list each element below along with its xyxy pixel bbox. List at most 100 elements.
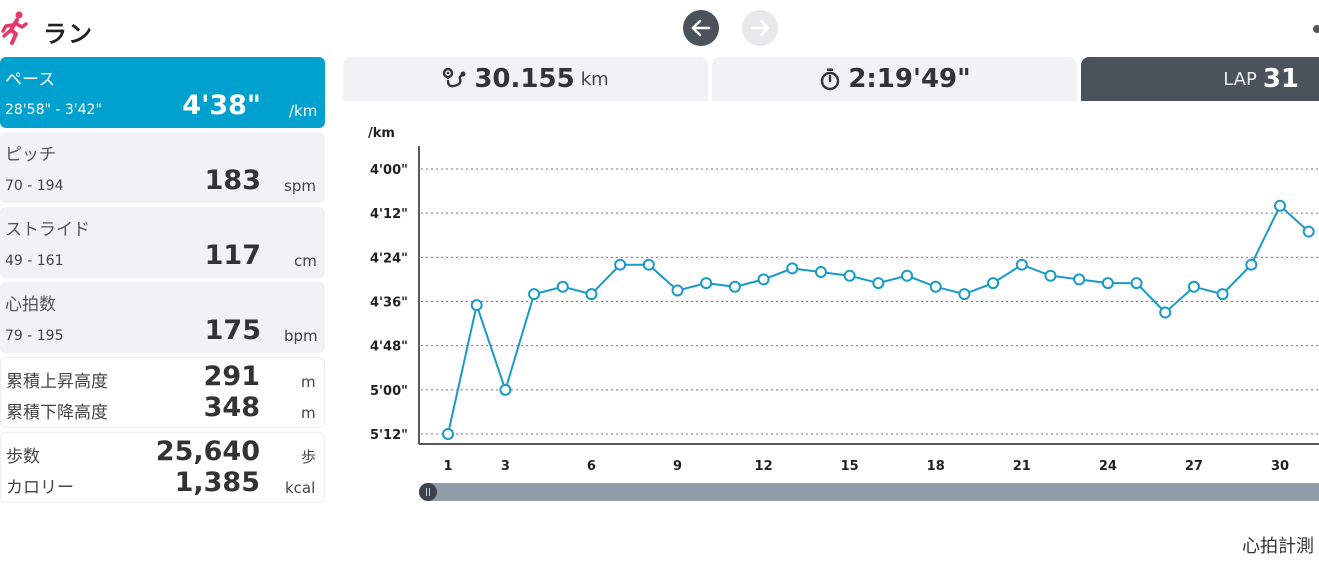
tab-lap[interactable]: LAP 31 bbox=[1081, 57, 1319, 101]
metric-label: 心拍数 bbox=[5, 295, 56, 315]
x-tick-label: 24 bbox=[1099, 459, 1117, 474]
y-tick-label: 5'00" bbox=[370, 384, 408, 399]
data-point[interactable] bbox=[585, 288, 598, 301]
data-point[interactable] bbox=[700, 277, 713, 290]
data-point[interactable] bbox=[499, 383, 512, 396]
heart-rate-measurement-label: 心拍計測 bbox=[1242, 536, 1314, 557]
pace-chart[interactable]: /km 4'00"4'12"4'24"4'36"4'48"5'00"5'12" … bbox=[360, 110, 1319, 480]
data-point[interactable] bbox=[642, 258, 655, 271]
data-point[interactable] bbox=[1187, 280, 1200, 293]
metric-range: 70 - 194 bbox=[5, 178, 64, 194]
steps-label: 歩数 bbox=[6, 447, 40, 467]
x-tick-label: 27 bbox=[1185, 459, 1203, 474]
tab-time[interactable]: 2:19'49" bbox=[712, 57, 1077, 101]
data-point[interactable] bbox=[1302, 225, 1315, 238]
metric-value: 175 bbox=[204, 315, 261, 346]
lap-label: LAP bbox=[1223, 68, 1257, 90]
data-point[interactable] bbox=[901, 269, 914, 282]
metric-range: 79 - 195 bbox=[5, 328, 64, 344]
metric-stride[interactable]: ストライド 49 - 161 117 cm bbox=[0, 207, 325, 278]
descent-unit: m bbox=[301, 404, 316, 422]
y-axis-label: /km bbox=[368, 126, 395, 141]
lap-slider-handle[interactable] bbox=[419, 483, 437, 501]
x-tick-label: 12 bbox=[755, 459, 773, 474]
x-tick-label: 6 bbox=[587, 459, 596, 474]
steps-unit: 歩 bbox=[301, 448, 317, 466]
metric-pace[interactable]: ペース 28'58" - 3'42" 4'38" /km bbox=[0, 57, 325, 128]
data-point[interactable] bbox=[814, 266, 827, 279]
x-tick-label: 30 bbox=[1271, 459, 1289, 474]
metric-value: 183 bbox=[204, 165, 261, 196]
metric-heart-rate[interactable]: 心拍数 79 - 195 175 bpm bbox=[0, 282, 325, 353]
ascent-value: 291 bbox=[203, 361, 260, 392]
metric-unit: spm bbox=[284, 177, 316, 195]
y-tick-label: 4'36" bbox=[370, 296, 408, 311]
route-icon bbox=[443, 67, 466, 88]
descent-label: 累積下降高度 bbox=[6, 403, 108, 423]
tab-distance[interactable]: 30.155 km bbox=[343, 57, 708, 101]
data-point[interactable] bbox=[1101, 277, 1114, 290]
x-tick-label: 3 bbox=[501, 459, 510, 474]
data-point[interactable] bbox=[1044, 269, 1057, 282]
ascent-unit: m bbox=[301, 373, 316, 391]
data-point[interactable] bbox=[958, 288, 971, 301]
menu-dot-icon[interactable] bbox=[1313, 25, 1319, 33]
metric-label: ストライド bbox=[5, 220, 90, 240]
stopwatch-icon bbox=[821, 68, 840, 91]
data-point[interactable] bbox=[872, 277, 885, 290]
metric-elevation: 累積上昇高度 291 m 累積下降高度 348 m bbox=[0, 357, 325, 428]
y-tick-label: 4'24" bbox=[370, 251, 408, 266]
data-point[interactable] bbox=[757, 273, 770, 286]
calories-value: 1,385 bbox=[174, 467, 260, 498]
data-point[interactable] bbox=[1073, 273, 1086, 286]
metric-value: 4'38" bbox=[182, 90, 261, 121]
descent-value: 348 bbox=[203, 392, 260, 423]
distance-unit: km bbox=[580, 68, 609, 90]
metric-unit: /km bbox=[289, 102, 318, 120]
metric-steps: 歩数 25,640 歩 カロリー 1,385 kcal bbox=[0, 432, 325, 503]
data-point[interactable] bbox=[728, 280, 741, 293]
data-point[interactable] bbox=[470, 299, 483, 312]
data-point[interactable] bbox=[786, 262, 799, 275]
data-point[interactable] bbox=[843, 269, 856, 282]
series-line bbox=[447, 204, 1310, 435]
data-point[interactable] bbox=[556, 280, 569, 293]
metric-pitch[interactable]: ピッチ 70 - 194 183 spm bbox=[0, 132, 325, 203]
y-tick-label: 4'00" bbox=[370, 163, 408, 178]
lap-slider-track[interactable] bbox=[419, 483, 1319, 501]
data-point[interactable] bbox=[614, 258, 627, 271]
data-point[interactable] bbox=[1216, 288, 1229, 301]
y-tick-label: 5'12" bbox=[370, 428, 408, 443]
metric-value: 117 bbox=[204, 240, 261, 271]
prev-button[interactable] bbox=[683, 10, 719, 46]
data-point[interactable] bbox=[1159, 306, 1172, 319]
time-value: 2:19'49" bbox=[848, 64, 971, 94]
next-button[interactable] bbox=[742, 10, 778, 46]
data-point[interactable] bbox=[1130, 277, 1143, 290]
data-point[interactable] bbox=[1015, 258, 1028, 271]
lap-value: 31 bbox=[1262, 64, 1299, 94]
data-point[interactable] bbox=[442, 428, 454, 440]
x-tick-label: 18 bbox=[927, 459, 945, 474]
calories-unit: kcal bbox=[285, 479, 316, 497]
data-point[interactable] bbox=[987, 277, 1000, 290]
arrow-right-icon bbox=[750, 19, 770, 37]
distance-value: 30.155 bbox=[474, 64, 575, 94]
grip-icon bbox=[426, 488, 430, 496]
data-point[interactable] bbox=[528, 288, 541, 301]
ascent-label: 累積上昇高度 bbox=[6, 372, 108, 392]
metric-unit: cm bbox=[294, 252, 317, 270]
steps-value: 25,640 bbox=[155, 436, 260, 467]
y-tick-label: 4'48" bbox=[370, 340, 408, 355]
running-person-icon bbox=[0, 10, 30, 46]
x-tick-label: 9 bbox=[673, 459, 682, 474]
page-title: ラン bbox=[43, 20, 93, 48]
metric-range: 49 - 161 bbox=[5, 253, 64, 269]
x-tick-label: 21 bbox=[1013, 459, 1031, 474]
data-point[interactable] bbox=[1274, 199, 1286, 212]
y-tick-label: 4'12" bbox=[370, 207, 408, 222]
data-point[interactable] bbox=[671, 284, 684, 297]
x-tick-label: 1 bbox=[443, 459, 452, 474]
data-point[interactable] bbox=[929, 280, 942, 293]
data-point[interactable] bbox=[1245, 258, 1258, 271]
